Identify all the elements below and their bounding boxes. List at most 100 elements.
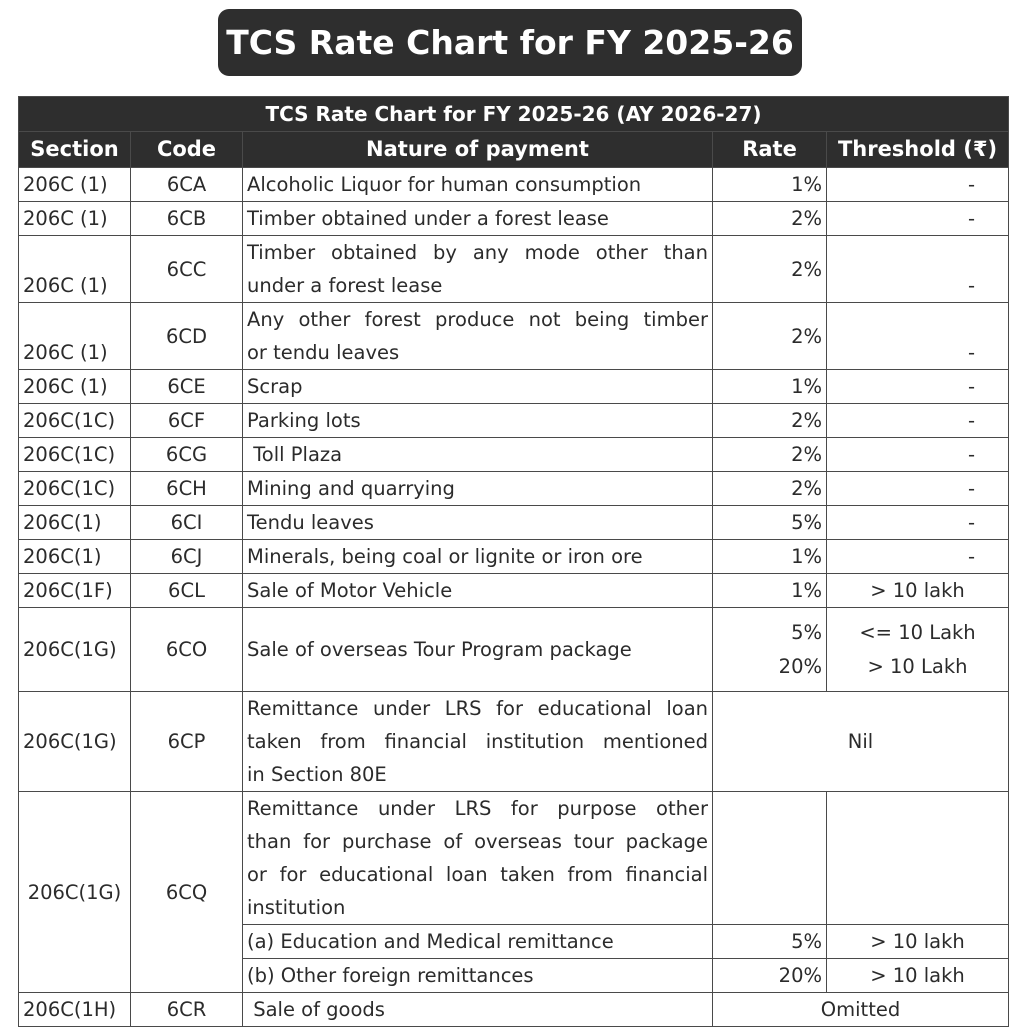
table-row: 206C(1H) 6CR Sale of goods Omitted: [18, 992, 1009, 1027]
cell-section: 206C(1C): [18, 403, 131, 438]
table-row: 206C(1) 6CI Tendu leaves 5% -: [18, 505, 1009, 540]
cell-nature: Sale of Motor Vehicle: [242, 573, 713, 608]
cell-nature: Minerals, being coal or lignite or iron …: [242, 539, 713, 574]
header-section: Section: [18, 131, 131, 168]
table-row: 206C(1C) 6CG Toll Plaza 2% -: [18, 437, 1009, 472]
cell-nature: Alcoholic Liquor for human consumption: [242, 167, 713, 202]
nature-line: in Section 80E: [247, 763, 387, 786]
cell-rate: 2%: [712, 302, 827, 370]
cell-section: 206C(1F): [18, 573, 131, 608]
rate-value: 5%: [791, 620, 822, 644]
cell-rate: 1%: [712, 167, 827, 202]
cell-threshold: -: [826, 167, 1009, 202]
cell-nature: Tendu leaves: [242, 505, 713, 540]
cell-code: 6CQ: [130, 791, 243, 993]
table-row: 206C (1) 6CC Timber obtained by any mode…: [18, 235, 1009, 303]
cell-section: 206C (1): [18, 369, 131, 404]
cell-section: 206C (1): [18, 201, 131, 236]
cell-threshold: -: [826, 369, 1009, 404]
cell-threshold: > 10 lakh: [826, 573, 1009, 608]
cell-rate-threshold-merged: Nil: [712, 691, 1009, 792]
cell-threshold: <= 10 Lakh > 10 Lakh: [826, 607, 1009, 692]
cell-nature: Mining and quarrying: [242, 471, 713, 506]
cell-threshold: > 10 lakh: [826, 958, 1009, 993]
cell-rate: 20%: [712, 958, 827, 993]
cell-threshold: -: [826, 437, 1009, 472]
cell-nature: Sale of goods: [242, 992, 713, 1027]
cell-nature: Toll Plaza: [242, 437, 713, 472]
cell-section: 206C (1): [18, 167, 131, 202]
cell-code: 6CP: [130, 691, 243, 792]
table-header-row: Section Code Nature of payment Rate Thre…: [18, 131, 1009, 168]
cell-threshold: -: [826, 403, 1009, 438]
cell-code: 6CH: [130, 471, 243, 506]
cell-nature: (b) Other foreign remittances: [242, 958, 713, 993]
cell-nature: Remittance under LRS for educational loa…: [242, 691, 713, 792]
header-threshold: Threshold (₹): [826, 131, 1009, 168]
nature-line: Remittance under LRS for educational loa…: [247, 697, 708, 720]
cell-code: 6CD: [130, 302, 243, 370]
page-title: TCS Rate Chart for FY 2025-26: [218, 9, 802, 76]
cell-threshold: -: [826, 201, 1009, 236]
table-row: 206C(1C) 6CH Mining and quarrying 2% -: [18, 471, 1009, 506]
cell-rate: 1%: [712, 369, 827, 404]
cell-code: 6CB: [130, 201, 243, 236]
cell-nature: Remittance under LRS for purpose other t…: [242, 791, 713, 925]
cell-code: 6CE: [130, 369, 243, 404]
table-row: 206C(1) 6CJ Minerals, being coal or lign…: [18, 539, 1009, 574]
nature-line: Any other forest produce not being timbe…: [247, 308, 708, 331]
table-row: 206C(1G) 6CP Remittance under LRS for ed…: [18, 691, 1009, 792]
cell-section: 206C (1): [18, 235, 131, 303]
table-caption: TCS Rate Chart for FY 2025-26 (AY 2026-2…: [18, 96, 1009, 132]
cell-rate: 2%: [712, 471, 827, 506]
table-row: 206C (1) 6CB Timber obtained under a for…: [18, 201, 1009, 236]
tcs-rate-table: TCS Rate Chart for FY 2025-26 (AY 2026-2…: [18, 96, 1009, 1027]
cell-rate: 5%: [712, 924, 827, 959]
table-row: 206C (1) 6CA Alcoholic Liquor for human …: [18, 167, 1009, 202]
cell-threshold: -: [826, 505, 1009, 540]
cell-nature: Any other forest produce not being timbe…: [242, 302, 713, 370]
cell-code: 6CG: [130, 437, 243, 472]
cell-section: 206C(1G): [18, 791, 131, 993]
cell-code: 6CR: [130, 992, 243, 1027]
table-row: 206C(1F) 6CL Sale of Motor Vehicle 1% > …: [18, 573, 1009, 608]
rate-value: 20%: [778, 654, 822, 678]
cell-threshold: -: [826, 235, 1009, 303]
cell-rate: 2%: [712, 201, 827, 236]
nature-line: or for educational loan taken from finan…: [247, 863, 708, 886]
nature-line: Timber obtained by any mode other than: [247, 241, 708, 264]
threshold-value: <= 10 Lakh: [859, 620, 976, 644]
cell-section: 206C (1): [18, 302, 131, 370]
table-row: 206C (1) 6CD Any other forest produce no…: [18, 302, 1009, 370]
table-row: 206C(1G) 6CQ Remittance under LRS for pu…: [18, 791, 1009, 993]
cell-code: 6CC: [130, 235, 243, 303]
cell-threshold: -: [826, 539, 1009, 574]
cell-code: 6CO: [130, 607, 243, 692]
table-row: 206C (1) 6CE Scrap 1% -: [18, 369, 1009, 404]
cell-threshold: [826, 791, 1009, 925]
nature-line: under a forest lease: [247, 274, 443, 297]
cell-section: 206C(1): [18, 505, 131, 540]
cell-rate: 5%: [712, 505, 827, 540]
cell-rate: 1%: [712, 573, 827, 608]
cell-code: 6CA: [130, 167, 243, 202]
cell-section: 206C(1G): [18, 607, 131, 692]
cell-nature: (a) Education and Medical remittance: [242, 924, 713, 959]
header-rate: Rate: [712, 131, 827, 168]
cell-nature: Timber obtained by any mode other than u…: [242, 235, 713, 303]
cell-code: 6CL: [130, 573, 243, 608]
header-code: Code: [130, 131, 243, 168]
cell-section: 206C(1C): [18, 437, 131, 472]
cell-section: 206C(1): [18, 539, 131, 574]
table-row: 206C(1G) 6CO Sale of overseas Tour Progr…: [18, 607, 1009, 692]
nature-line: institution: [247, 896, 346, 919]
cell-rate: 2%: [712, 235, 827, 303]
cell-code: 6CF: [130, 403, 243, 438]
nature-line: taken from financial institution mention…: [247, 730, 708, 753]
table-sub-row: (a) Education and Medical remittance 5% …: [19, 924, 1009, 959]
table-row: 206C(1C) 6CF Parking lots 2% -: [18, 403, 1009, 438]
threshold-value: > 10 Lakh: [867, 654, 968, 678]
cell-rate: 2%: [712, 403, 827, 438]
nature-line: or tendu leaves: [247, 341, 400, 364]
cell-rate: [712, 791, 827, 925]
